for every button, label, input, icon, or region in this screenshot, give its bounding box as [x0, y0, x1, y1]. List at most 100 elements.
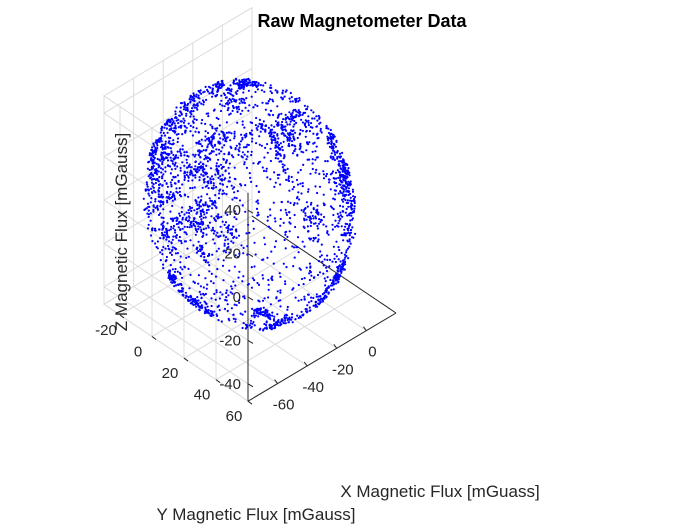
data-point	[341, 205, 345, 208]
data-point	[150, 159, 153, 162]
data-point	[236, 82, 239, 85]
data-point	[274, 120, 277, 123]
data-point	[194, 165, 197, 168]
data-point	[302, 163, 305, 166]
data-point	[267, 126, 270, 129]
data-point	[200, 195, 203, 198]
data-point	[343, 161, 346, 164]
data-point	[318, 302, 321, 305]
data-point	[303, 245, 306, 248]
data-point	[273, 217, 276, 220]
data-point	[317, 234, 320, 237]
data-point	[169, 251, 172, 254]
data-point	[195, 141, 198, 144]
data-point	[342, 165, 345, 168]
data-point	[297, 171, 300, 174]
data-point	[262, 169, 266, 172]
data-point	[256, 214, 259, 217]
data-point	[314, 217, 318, 220]
data-point	[169, 147, 172, 150]
data-point	[269, 303, 272, 306]
data-point	[242, 91, 245, 94]
data-point	[347, 180, 350, 183]
data-point	[230, 285, 233, 288]
data-point	[205, 172, 209, 175]
grid-line-x-floor	[133, 286, 278, 384]
data-point	[194, 233, 197, 236]
data-point	[282, 140, 285, 143]
data-point	[203, 213, 206, 216]
data-point	[317, 238, 320, 241]
data-point	[166, 164, 169, 167]
data-point	[348, 224, 351, 227]
data-point	[197, 304, 200, 307]
data-point	[263, 297, 266, 300]
data-point	[160, 216, 163, 219]
data-point	[161, 201, 164, 204]
data-point	[230, 90, 233, 93]
data-point	[213, 204, 216, 207]
data-point	[176, 137, 180, 140]
data-point	[329, 133, 332, 136]
data-point	[187, 298, 190, 301]
data-point	[185, 211, 188, 214]
data-point	[297, 251, 300, 254]
data-point	[165, 182, 168, 185]
data-point	[337, 258, 340, 261]
data-point	[257, 82, 260, 85]
data-point	[217, 247, 220, 250]
data-point	[228, 152, 231, 156]
data-point	[185, 158, 188, 161]
data-point	[161, 162, 164, 166]
data-point	[200, 228, 203, 231]
data-point	[233, 99, 236, 103]
data-point	[197, 240, 200, 243]
data-point	[185, 161, 189, 164]
data-point	[200, 173, 203, 176]
data-point	[181, 227, 184, 230]
data-point	[201, 145, 204, 148]
data-point	[302, 283, 305, 286]
data-point	[228, 251, 231, 254]
data-point	[195, 171, 198, 174]
data-point	[353, 201, 356, 205]
data-point	[285, 116, 288, 119]
data-point	[266, 311, 269, 314]
data-point	[201, 169, 204, 172]
data-point	[253, 316, 256, 319]
data-point	[179, 166, 182, 170]
data-point	[177, 132, 180, 136]
data-point	[234, 148, 237, 151]
data-point	[174, 155, 177, 158]
data-point	[290, 175, 293, 179]
data-point	[180, 242, 183, 245]
data-point	[310, 296, 313, 299]
data-point	[207, 208, 210, 211]
data-point	[276, 146, 280, 149]
data-point	[266, 256, 269, 259]
data-point	[285, 89, 288, 92]
data-point	[241, 280, 244, 283]
data-point	[211, 150, 214, 153]
data-point	[351, 190, 355, 193]
data-point	[264, 124, 267, 127]
data-point	[255, 310, 258, 313]
data-point	[199, 301, 202, 304]
data-point	[269, 147, 272, 150]
data-point	[160, 157, 163, 160]
data-point	[267, 225, 270, 228]
data-point	[293, 138, 296, 141]
data-point	[182, 108, 186, 111]
data-point	[284, 208, 287, 211]
data-point	[241, 138, 244, 141]
data-point	[174, 231, 177, 234]
data-point	[195, 305, 198, 308]
data-point	[278, 173, 281, 176]
data-point	[159, 251, 162, 254]
data-point	[257, 202, 260, 205]
data-point	[243, 134, 246, 137]
data-point	[301, 182, 304, 185]
data-point	[172, 153, 175, 157]
data-point	[306, 225, 309, 228]
data-point	[179, 106, 182, 109]
